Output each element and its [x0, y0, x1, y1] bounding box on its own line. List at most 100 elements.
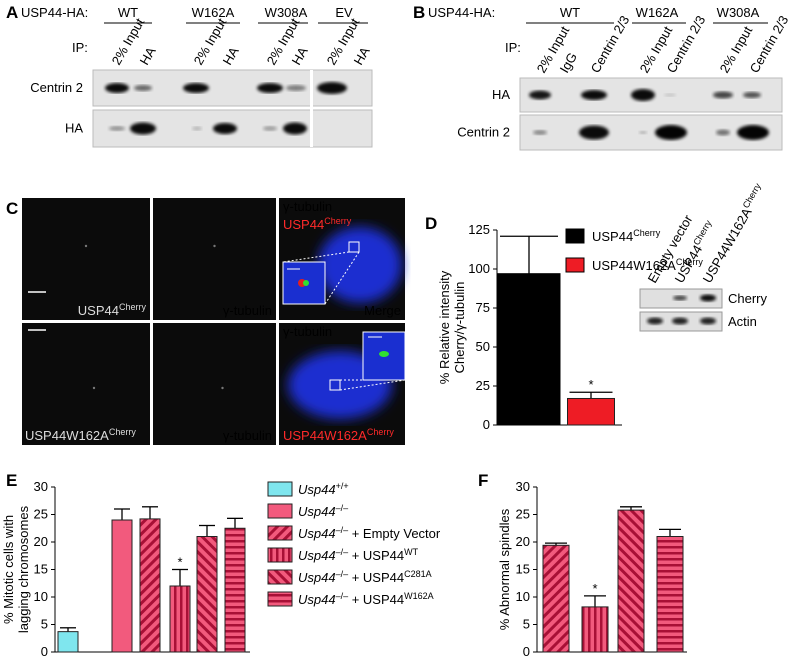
blot-band — [713, 91, 733, 99]
blot-band — [673, 295, 687, 301]
row-label: Centrin 2 — [457, 125, 510, 140]
text-part: Cherry — [676, 257, 704, 267]
blot-band — [655, 125, 687, 140]
channel-label: γ-tubulin — [223, 303, 272, 318]
bar — [542, 544, 570, 653]
text-part: USP44W162A — [700, 205, 755, 285]
bar — [57, 631, 79, 653]
panel-letter: F — [478, 471, 488, 490]
bar — [581, 606, 609, 653]
construct-label: USP44-HA: — [428, 5, 495, 20]
blot-band — [317, 82, 347, 94]
y-tick-label: 50 — [476, 339, 490, 354]
legend-label: Usp44–/– + USP44C281A — [298, 569, 432, 585]
text-part: Cherry — [633, 228, 661, 238]
legend-swatch — [565, 257, 585, 273]
inset-spot — [379, 351, 389, 357]
text-part: + USP44 — [348, 570, 404, 585]
y-axis-title: % Abnormal spindles — [497, 508, 512, 630]
channel-label: γ-tubulin — [223, 428, 272, 443]
text-part: USP44 — [283, 217, 324, 232]
channel-label: USP44Cherry — [283, 216, 352, 232]
y-axis-title: Cherry/γ-tubulin — [452, 282, 467, 374]
bar — [567, 397, 615, 426]
nucleus — [318, 227, 402, 303]
blot-band — [581, 90, 607, 100]
text-part: USP44 — [592, 229, 633, 244]
blot-band — [283, 122, 307, 135]
y-tick-label: 75 — [476, 300, 490, 315]
group-label: W162A — [192, 5, 235, 20]
group-label: WT — [560, 5, 580, 20]
channel-label: USP44W162ACherry — [25, 427, 136, 443]
ip-label: IP: — [505, 40, 521, 55]
legend-swatch — [267, 503, 293, 519]
signal-dot — [92, 386, 96, 390]
y-tick-label: 0 — [483, 417, 490, 432]
blot-band — [529, 90, 551, 100]
group-label: EV — [335, 5, 353, 20]
ip-label: IP: — [72, 40, 88, 55]
blot-band — [533, 130, 547, 135]
text-part: –/– — [336, 569, 349, 579]
text-part: WT — [404, 547, 418, 557]
zoom-line — [339, 379, 406, 391]
channel-label: γ-tubulin — [283, 324, 332, 339]
text-part: Cherry — [741, 181, 763, 210]
micrograph — [153, 198, 276, 320]
row-label: Actin — [728, 314, 757, 329]
text-part: –/– — [336, 591, 349, 601]
legend-label: Usp44–/– + USP44W162A — [298, 591, 434, 607]
legend-swatch — [267, 547, 293, 563]
micrograph — [22, 198, 150, 320]
row-label: HA — [65, 121, 83, 136]
panel-letter: D — [425, 214, 437, 233]
text-part: USP44 — [78, 303, 119, 318]
blot-band — [716, 129, 730, 136]
y-tick-label: 10 — [516, 589, 530, 604]
channel-label: γ-tubulin — [283, 199, 332, 214]
group-label: W308A — [265, 5, 308, 20]
bar — [617, 509, 645, 653]
text-part: Usp44 — [298, 548, 336, 563]
text-part: Usp44 — [298, 526, 336, 541]
text-part: + Empty Vector — [348, 526, 441, 541]
legend-label: Usp44+/+ — [298, 481, 349, 497]
y-tick-label: 5 — [523, 617, 530, 632]
text-part: Usp44 — [298, 504, 336, 519]
construct-label: USP44-HA: — [21, 5, 88, 20]
legend-swatch — [267, 569, 293, 585]
bar — [111, 519, 133, 653]
blot-band — [257, 83, 283, 93]
text-part: + USP44 — [348, 548, 404, 563]
text-part: Cherry — [119, 302, 147, 312]
y-tick-label: 30 — [34, 479, 48, 494]
legend-label: Usp44–/– + Empty Vector — [298, 525, 441, 541]
y-axis-title: % Relative intensity — [437, 270, 452, 384]
blot-band — [105, 83, 129, 93]
blot-band — [672, 317, 688, 325]
text-part: Cherry — [109, 427, 137, 437]
blot-band — [192, 126, 202, 131]
blot-band — [700, 317, 716, 325]
lane-label: Centrin 2/3 — [588, 13, 633, 76]
blot-band — [130, 122, 156, 135]
text-part: –/– — [336, 503, 349, 513]
blot-band — [700, 294, 716, 302]
lane-label: HA — [220, 44, 242, 67]
group-label: WT — [118, 5, 138, 20]
channel-label: USP44W162ACherry — [283, 427, 394, 443]
text-part: USP44W162A — [592, 258, 676, 273]
micrograph — [153, 323, 276, 445]
legend-swatch — [267, 525, 293, 541]
y-tick-label: 100 — [468, 261, 490, 276]
bar — [139, 518, 161, 653]
bar — [497, 273, 561, 426]
blot-band — [639, 131, 647, 134]
blot-band — [286, 85, 306, 91]
signal-dot — [84, 244, 88, 248]
zoom-box — [348, 241, 360, 253]
text-part: W162A — [404, 591, 434, 601]
lane-label: HA — [137, 44, 159, 67]
